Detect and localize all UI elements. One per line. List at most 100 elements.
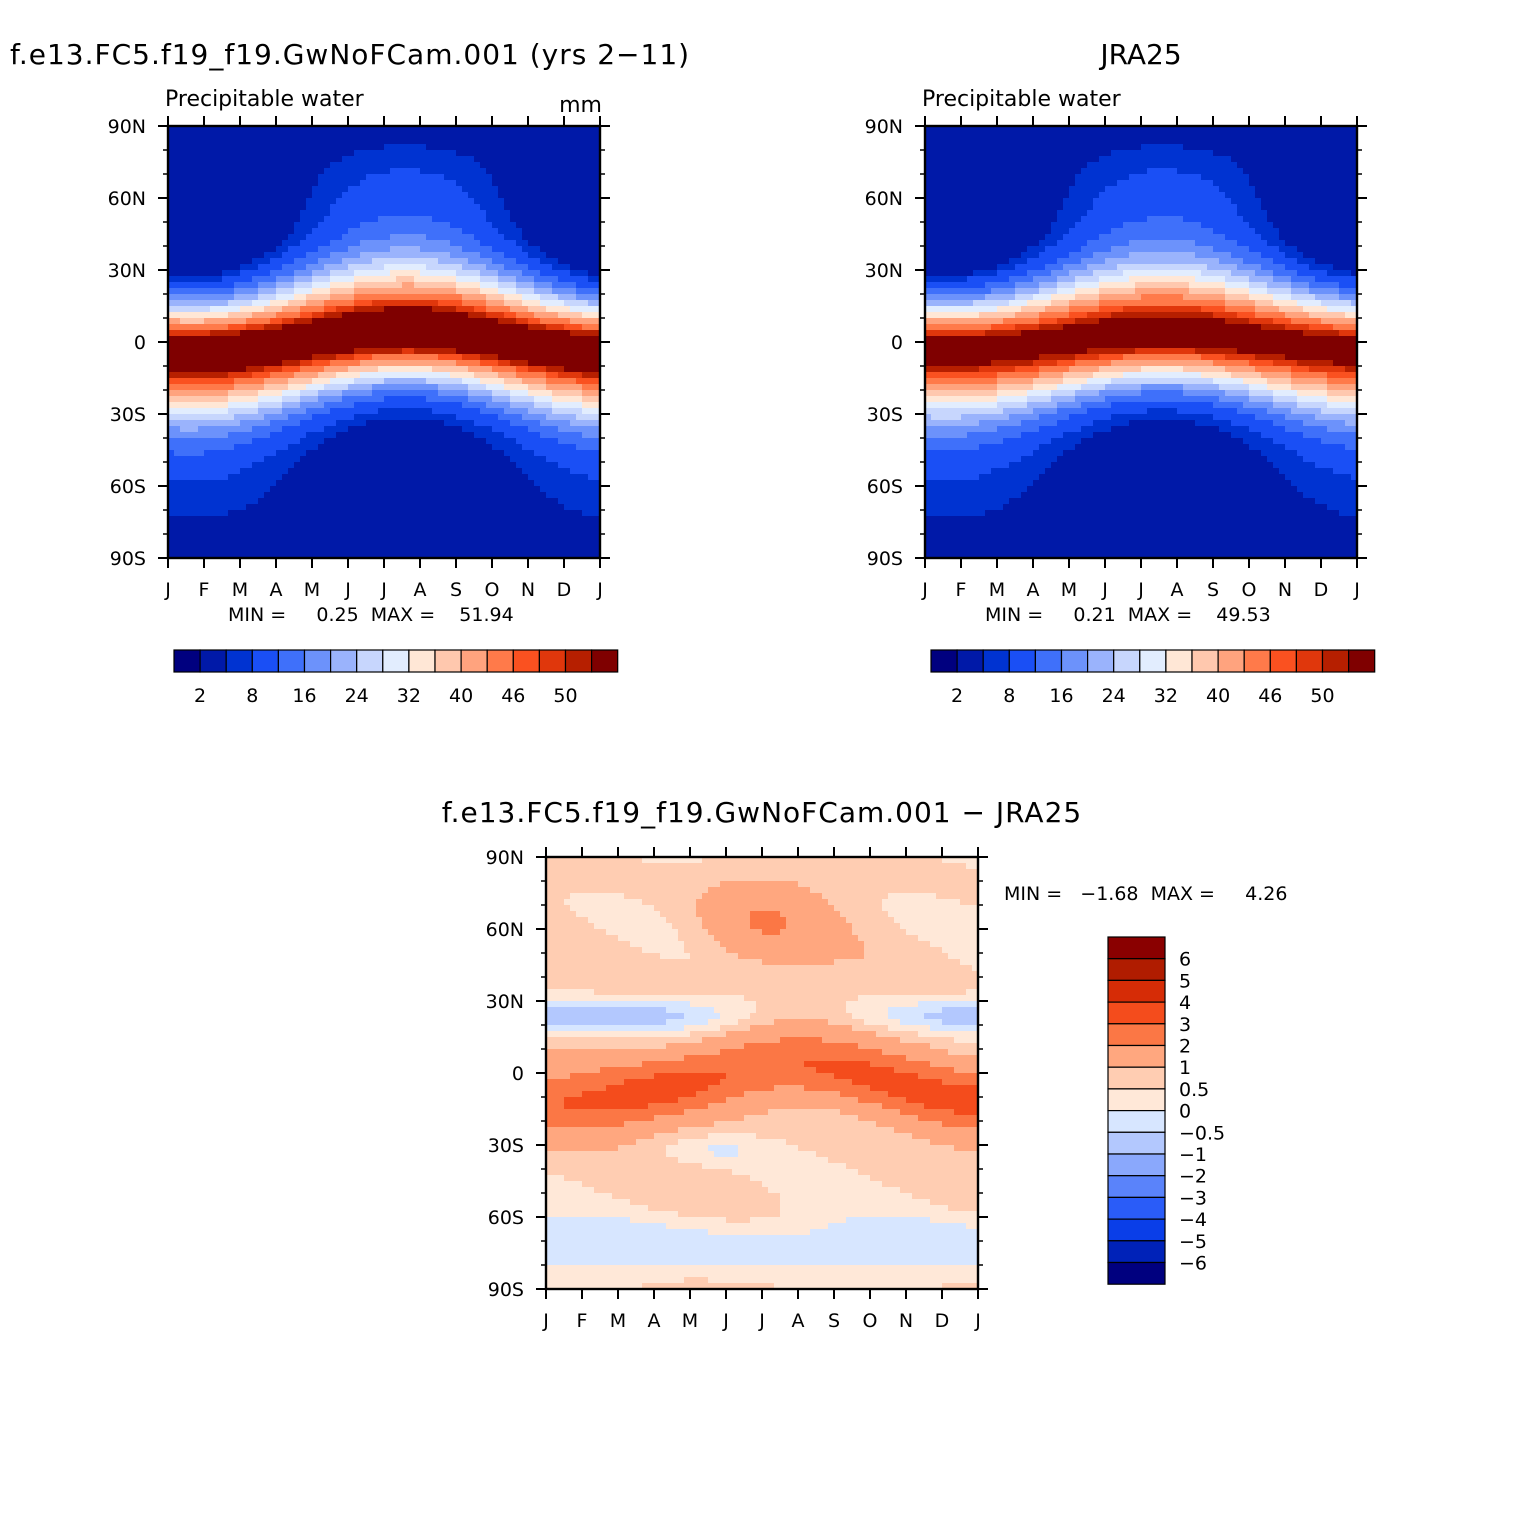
diff-contour-cell bbox=[942, 947, 978, 954]
obs-contour-cell bbox=[1111, 150, 1214, 157]
obs-contour-cell bbox=[1237, 240, 1268, 247]
model-colorbar-label: 50 bbox=[553, 685, 577, 707]
obs-contour-cell bbox=[1255, 306, 1280, 313]
model-colorbar-box bbox=[356, 649, 384, 673]
model-contour-cell bbox=[462, 228, 499, 235]
obs-contour-cell bbox=[925, 270, 974, 277]
obs-contour-cell bbox=[1267, 384, 1292, 391]
model-contour-cell bbox=[366, 420, 445, 427]
model-contour-cell bbox=[282, 318, 295, 325]
model-contour-cell bbox=[168, 414, 235, 421]
model-contour-cell bbox=[450, 240, 481, 247]
obs-contour-cell bbox=[1099, 366, 1142, 373]
obs-contour-cell bbox=[925, 462, 1010, 469]
obs-contour-cell bbox=[925, 492, 1022, 499]
obs-contour-cell bbox=[1315, 276, 1357, 283]
diff-y-tick-label: 90N bbox=[486, 847, 524, 869]
obs-contour-cell bbox=[1231, 420, 1274, 427]
model-contour-cell bbox=[564, 324, 583, 331]
model-contour-cell bbox=[282, 396, 301, 403]
diff-contour-cell bbox=[684, 941, 721, 948]
obs-contour-cell bbox=[1033, 378, 1064, 385]
diff-contour-cell bbox=[894, 917, 978, 924]
model-contour-cell bbox=[312, 192, 343, 199]
panel-obs-stats: MIN = 0.21 MAX = 49.53 bbox=[985, 604, 1271, 626]
obs-contour-cell bbox=[1339, 510, 1357, 517]
model-contour-cell bbox=[168, 492, 265, 499]
model-contour-cell bbox=[294, 462, 517, 469]
obs-contour-cell bbox=[1075, 360, 1112, 367]
diff-contour-cell bbox=[546, 1145, 619, 1152]
obs-contour-cell bbox=[1225, 276, 1250, 283]
model-contour-cell bbox=[240, 270, 271, 277]
obs-contour-cell bbox=[1069, 366, 1100, 373]
model-contour-cell bbox=[276, 288, 295, 295]
obs-contour-cell bbox=[1075, 396, 1106, 403]
diff-contour-cell bbox=[966, 989, 978, 996]
obs-colorbar-box bbox=[1321, 649, 1350, 673]
obs-contour-cell bbox=[1081, 426, 1112, 433]
obs-contour-cell bbox=[1243, 258, 1274, 265]
obs-contour-cell bbox=[925, 138, 1357, 145]
diff-contour-cell bbox=[900, 1109, 955, 1116]
model-contour-cell bbox=[318, 258, 343, 265]
model-contour-cell bbox=[420, 246, 463, 253]
diff-contour-cell bbox=[918, 1073, 978, 1080]
diff-contour-cell bbox=[546, 1163, 703, 1170]
obs-contour-cell bbox=[925, 246, 1028, 253]
model-contour-cell bbox=[354, 414, 457, 421]
model-contour-cell bbox=[486, 402, 511, 409]
model-contour-cell bbox=[348, 228, 463, 235]
obs-contour-cell bbox=[973, 300, 1010, 307]
model-contour-cell bbox=[528, 426, 559, 433]
diff-contour-cell bbox=[594, 1187, 769, 1194]
model-contour-cell bbox=[336, 198, 475, 205]
diff-contour-cell bbox=[876, 1121, 943, 1128]
model-contour-cell bbox=[546, 378, 577, 385]
model-contour-cell bbox=[300, 456, 511, 463]
model-contour-cell bbox=[456, 306, 475, 313]
obs-contour-cell bbox=[1141, 384, 1184, 391]
obs-contour-cell bbox=[1309, 288, 1340, 295]
model-contour-cell bbox=[522, 294, 541, 301]
obs-contour-cell bbox=[1081, 168, 1148, 175]
obs-contour-cell bbox=[1297, 396, 1328, 403]
obs-contour-cell bbox=[1045, 264, 1064, 271]
model-contour-cell bbox=[234, 294, 259, 301]
model-contour-cell bbox=[552, 288, 577, 295]
model-contour-cell bbox=[504, 432, 541, 439]
model-contour-cell bbox=[480, 240, 517, 247]
obs-colorbar-label: 8 bbox=[1003, 685, 1015, 707]
model-contour-cell bbox=[168, 228, 295, 235]
model-contour-cell bbox=[576, 294, 600, 301]
model-contour-cell bbox=[282, 306, 301, 313]
model-contour-cell bbox=[570, 330, 600, 337]
model-contour-cell bbox=[240, 420, 271, 427]
obs-contour-cell bbox=[1123, 222, 1202, 229]
obs-contour-cell bbox=[1063, 234, 1100, 241]
model-contour-cell bbox=[486, 300, 505, 307]
obs-contour-cell bbox=[1327, 270, 1352, 277]
model-contour-cell bbox=[492, 246, 523, 253]
model-contour-cell bbox=[432, 408, 481, 415]
obs-contour-cell bbox=[1141, 390, 1184, 397]
diff-contour-cell bbox=[624, 893, 703, 900]
diff-contour-cell bbox=[600, 1067, 817, 1074]
diff-contour-cell bbox=[624, 1121, 715, 1128]
obs-contour-cell bbox=[1087, 348, 1136, 355]
model-contour-cell bbox=[498, 318, 517, 325]
obs-x-tick-label: M bbox=[1061, 579, 1077, 601]
model-contour-cell bbox=[318, 180, 361, 187]
diff-contour-cell bbox=[642, 1061, 805, 1068]
model-contour-cell bbox=[534, 402, 553, 409]
model-contour-cell bbox=[294, 228, 313, 235]
obs-contour-cell bbox=[1213, 180, 1250, 187]
obs-contour-cell bbox=[931, 414, 962, 421]
obs-contour-cell bbox=[1297, 450, 1357, 457]
diff-contour-cell bbox=[546, 893, 571, 900]
diff-contour-cell bbox=[708, 1019, 739, 1026]
model-contour-cell bbox=[540, 318, 571, 325]
model-contour-cell bbox=[288, 384, 307, 391]
